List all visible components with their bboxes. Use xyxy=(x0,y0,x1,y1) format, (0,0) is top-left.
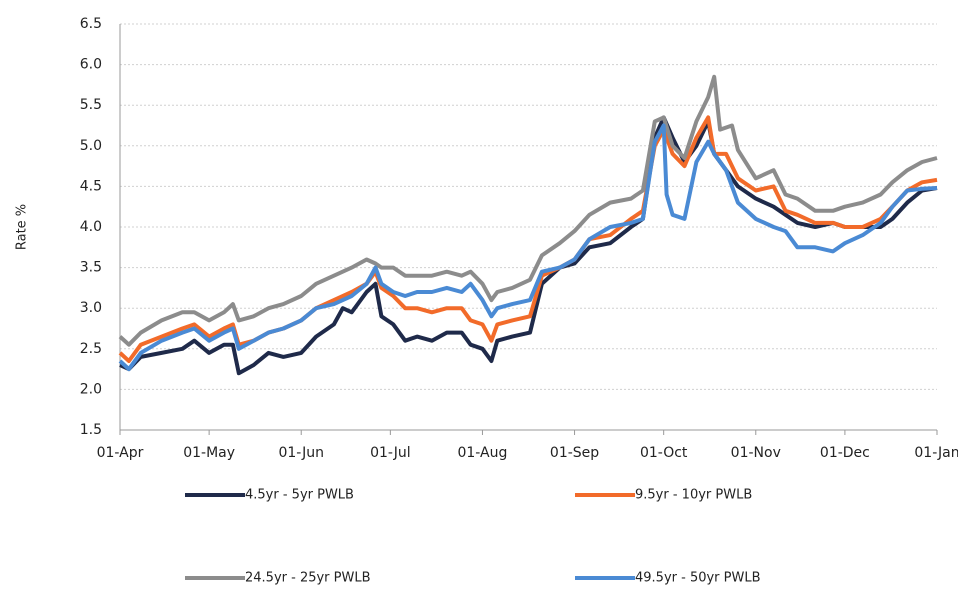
x-tick-label: 01-Aug xyxy=(457,445,507,461)
legend-label: 4.5yr - 5yr PWLB xyxy=(245,488,354,503)
y-tick-label: 6.5 xyxy=(80,16,102,32)
series-line xyxy=(118,115,938,363)
legend-label: 9.5yr - 10yr PWLB xyxy=(635,488,752,503)
y-tick-label: 1.5 xyxy=(80,422,102,438)
x-tick-label: 01-Jun xyxy=(278,445,324,461)
legend-label: 24.5yr - 25yr PWLB xyxy=(245,571,371,586)
y-tick-label: 3.5 xyxy=(80,260,102,276)
y-tick-label: 2.5 xyxy=(80,341,102,357)
x-tick-label: 01-Jan xyxy=(914,445,958,461)
x-tick-label: 01-Apr xyxy=(97,445,144,461)
x-tick-label: 01-Jul xyxy=(370,445,411,461)
y-tick-label: 4.0 xyxy=(80,219,102,235)
y-tick-label: 2.0 xyxy=(80,381,102,397)
y-tick-label: 6.0 xyxy=(80,57,102,73)
x-tick-label: 01-Nov xyxy=(731,445,781,461)
series-line xyxy=(118,74,938,347)
y-axis-label: Rate % xyxy=(15,204,30,250)
x-tick-label: 01-Sep xyxy=(550,445,599,461)
y-tick-label: 3.0 xyxy=(80,300,102,316)
y-tick-label: 5.5 xyxy=(80,97,102,113)
legend-label: 49.5yr - 50yr PWLB xyxy=(635,571,761,586)
x-tick-label: 01-Oct xyxy=(640,445,688,461)
series-line xyxy=(118,123,938,372)
x-tick-label: 01-May xyxy=(183,445,235,461)
y-tick-label: 4.5 xyxy=(80,178,102,194)
x-tick-label: 01-Dec xyxy=(820,445,870,461)
y-tick-label: 5.0 xyxy=(80,138,102,154)
series-line xyxy=(119,115,938,376)
